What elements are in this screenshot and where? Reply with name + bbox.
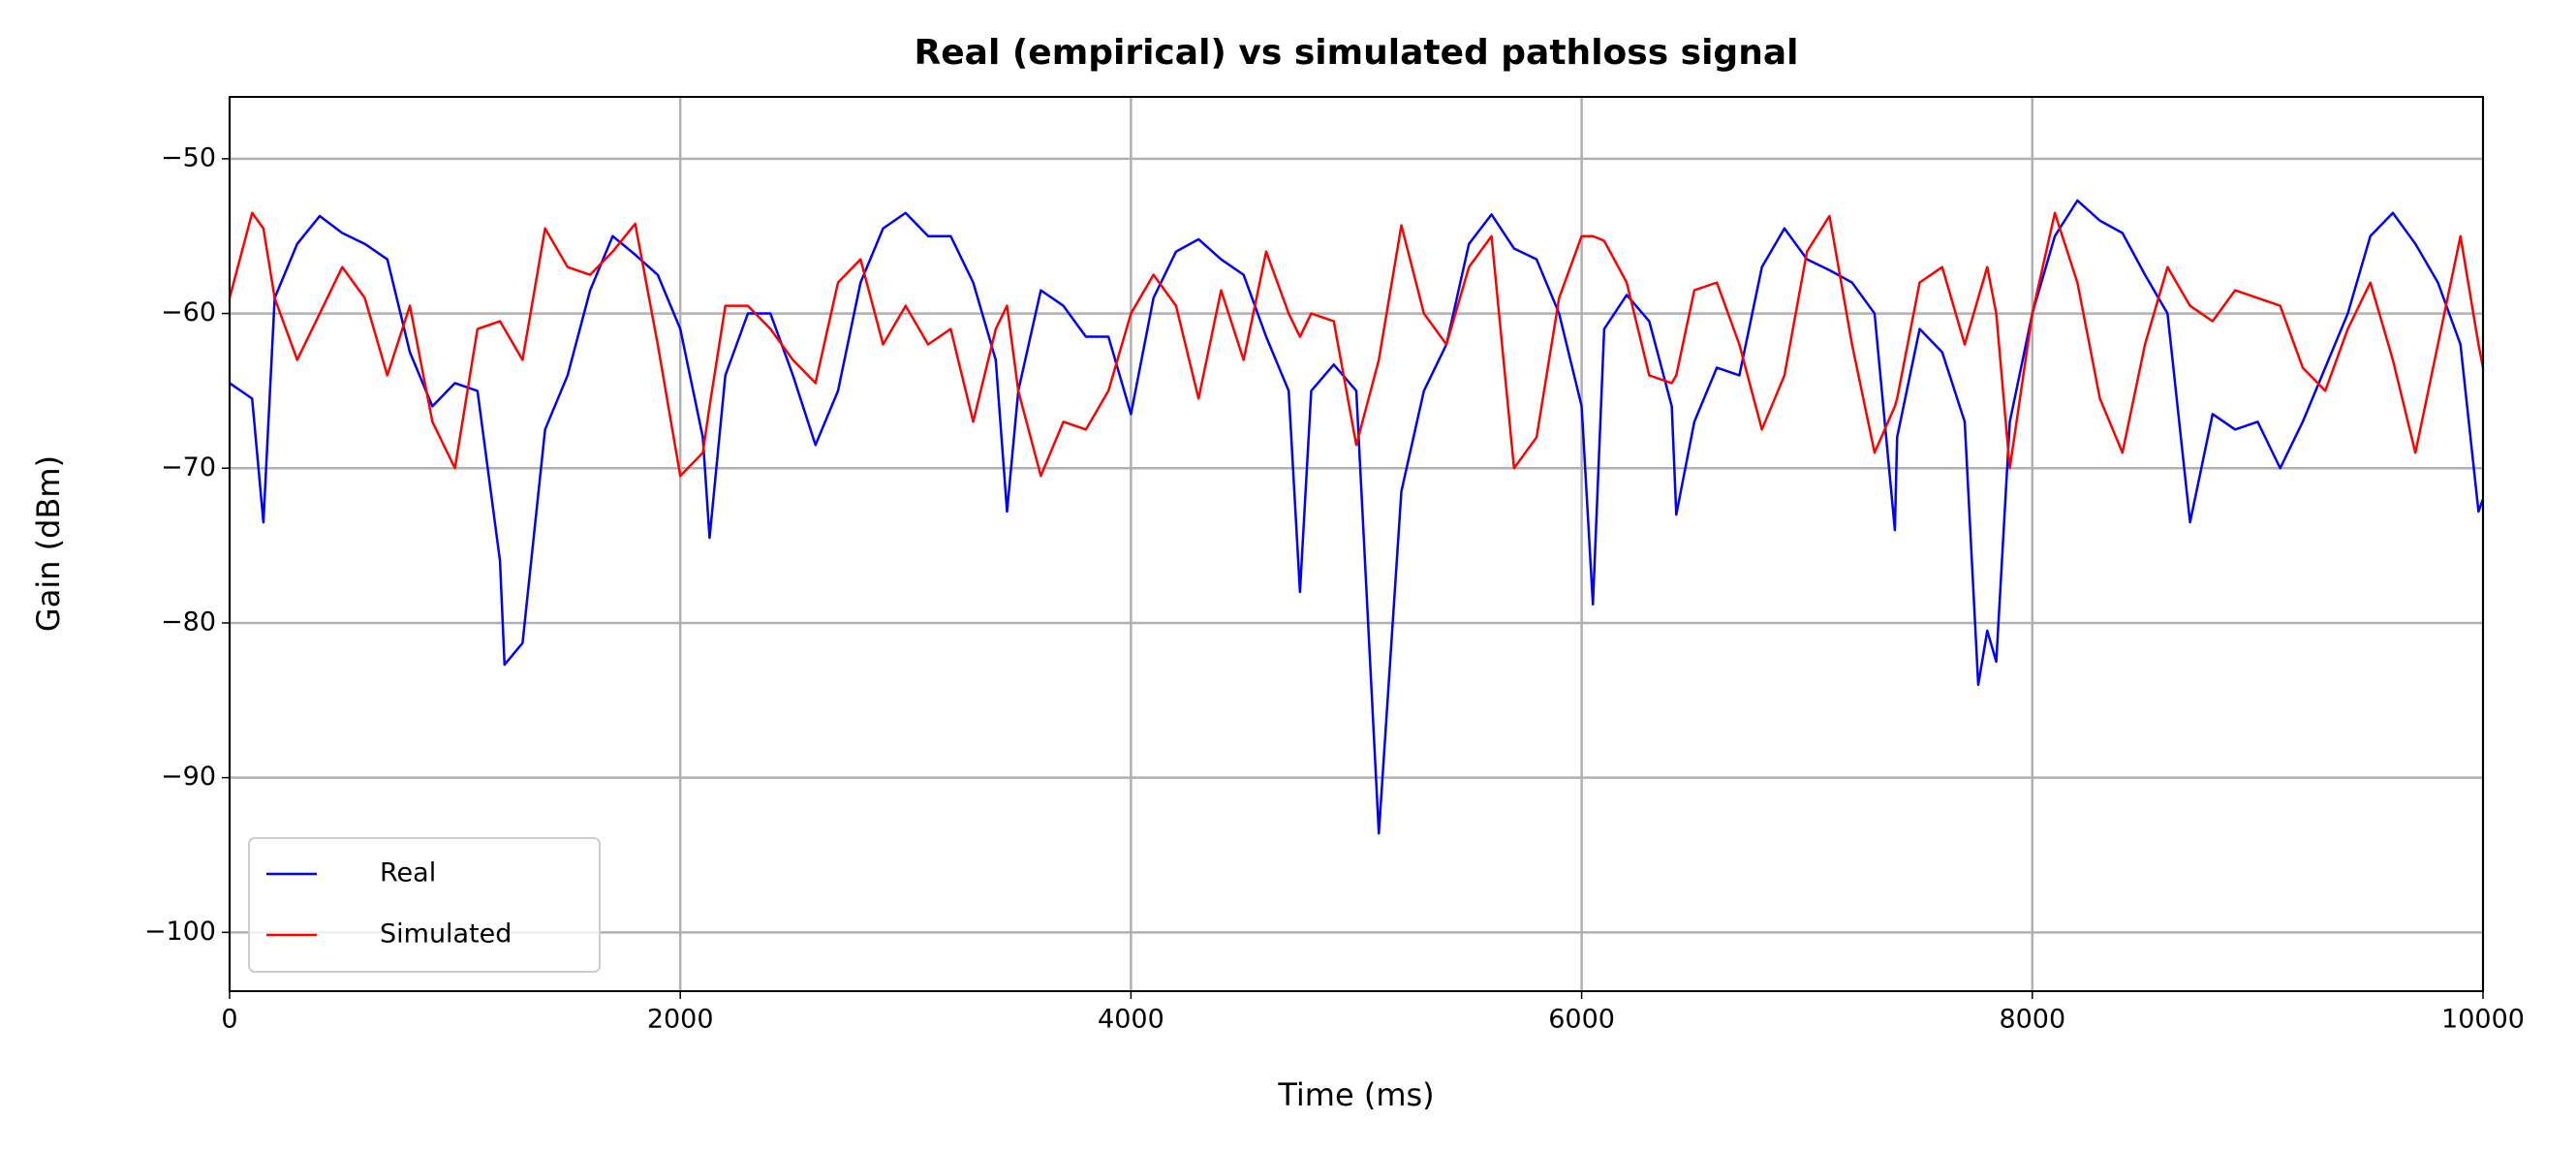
plot-frame — [229, 96, 2484, 992]
x-tick-label: 4000 — [1098, 1005, 1164, 1035]
legend-label: Simulated — [380, 919, 512, 950]
y-tick-label: −60 — [161, 297, 216, 327]
x-axis-label: Time (ms) — [1277, 1076, 1434, 1113]
legend-box — [248, 837, 601, 973]
legend-label: Real — [380, 858, 436, 888]
y-tick-label: −70 — [161, 452, 216, 483]
x-tick-label: 8000 — [1999, 1005, 2065, 1035]
line-series — [228, 211, 2485, 478]
x-tick-label: 2000 — [647, 1005, 714, 1035]
y-tick-label: −90 — [161, 762, 216, 792]
chart-title: Real (empirical) vs simulated pathloss s… — [915, 33, 1799, 73]
y-axis-label: Gain (dBm) — [30, 455, 67, 632]
legend: Real Simulated — [248, 837, 601, 973]
x-tick-label: 6000 — [1548, 1005, 1615, 1035]
x-tick-label: 10000 — [2441, 1005, 2525, 1035]
y-tick-label: −100 — [144, 917, 216, 947]
x-tick-label: 0 — [221, 1005, 237, 1035]
y-tick-label: −80 — [161, 607, 216, 637]
y-tick-label: −50 — [161, 142, 216, 172]
